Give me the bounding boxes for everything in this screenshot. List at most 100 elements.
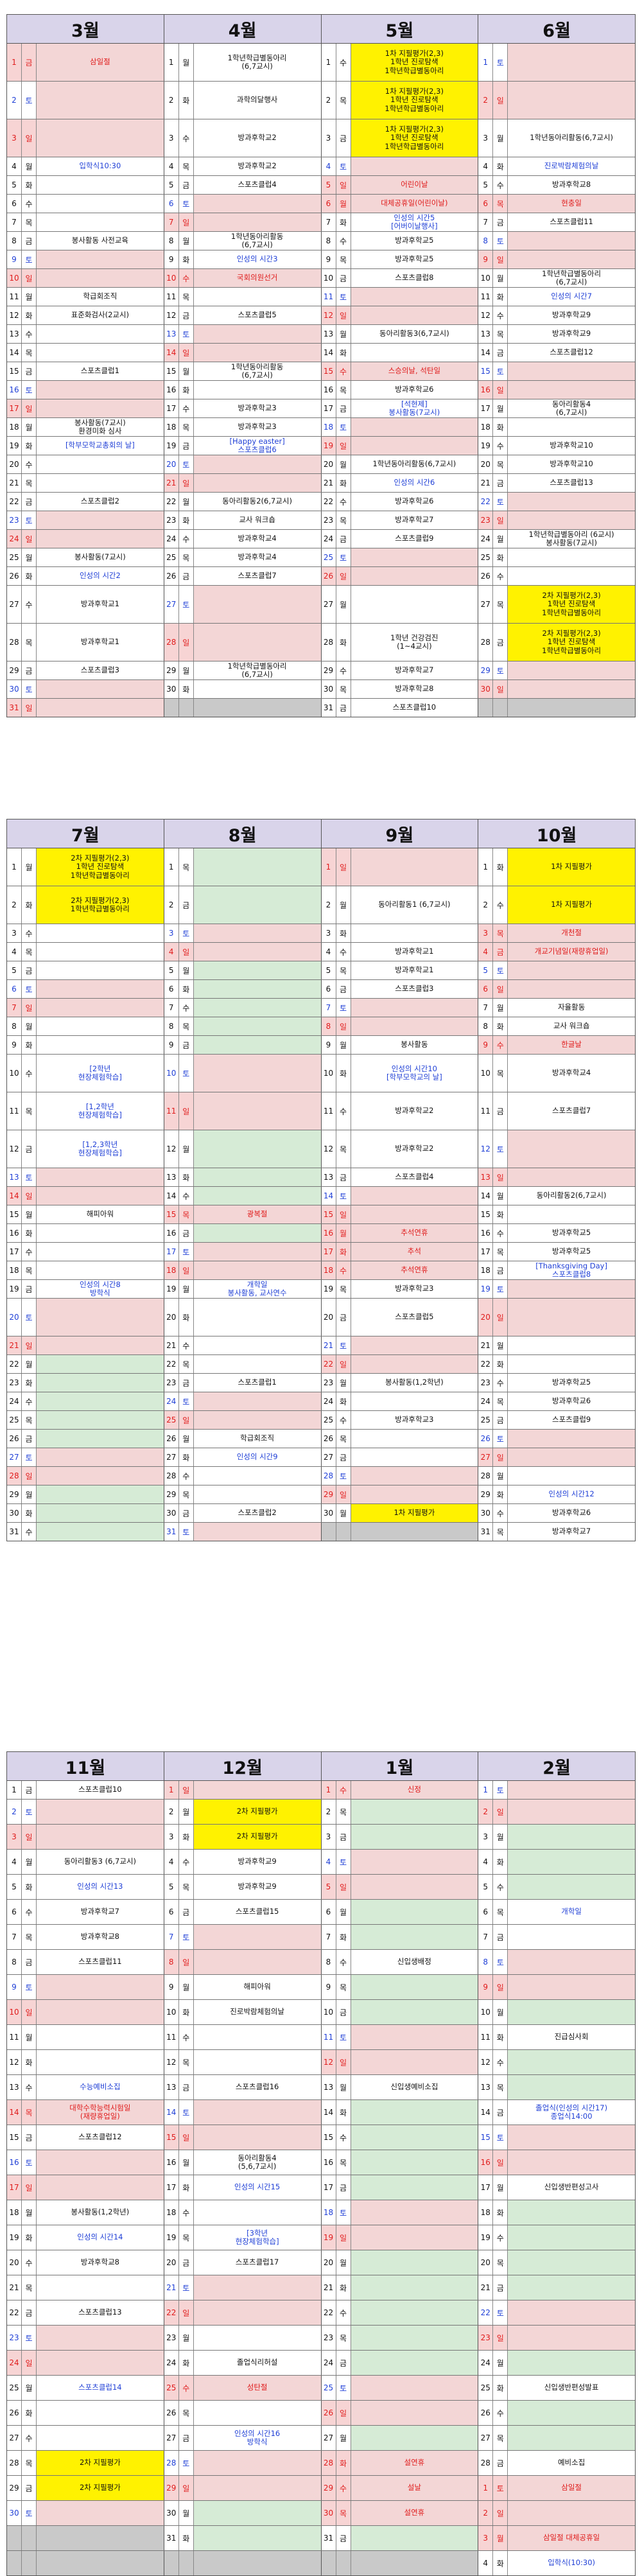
event-text	[37, 511, 164, 529]
event-text: 신입생배정	[397, 1957, 431, 1967]
day-cell: 23 목	[322, 2326, 479, 2350]
weekday: 토	[493, 493, 508, 511]
weekday: 일	[178, 943, 194, 961]
weekday: 목	[336, 2326, 351, 2350]
day-number: 21	[478, 1336, 494, 1354]
weekday: 화	[179, 1299, 194, 1336]
event-text	[37, 2426, 164, 2450]
weekday: 목	[336, 82, 351, 119]
event-text: 입학식10:30	[79, 161, 121, 171]
day-cell: 23 금 스포츠클럽1	[164, 1374, 322, 1392]
event-text: 2차 지필평가	[193, 1825, 321, 1849]
calendar-row: 2 토 2 월 2차 지필평가 2 목 2 일	[7, 1800, 635, 1825]
weekday: 토	[493, 662, 508, 679]
calendar-row: 8 금 스포츠클럽11 8 일 8 수 신입생배정 8 토	[7, 1950, 635, 1975]
day-number: 2	[164, 82, 179, 119]
day-cell: 29 수 방과후학교7	[322, 662, 479, 679]
event-text	[37, 1467, 164, 1485]
event-text	[508, 1800, 635, 1824]
day-number: 19	[478, 2225, 494, 2250]
calendar-row: 30 토 30 화 30 목 방과후학교8 30 일	[7, 680, 635, 699]
day-number: 17	[322, 2175, 336, 2200]
day-number: 3	[322, 119, 336, 157]
event-text: 인성의 시간7	[551, 292, 593, 301]
event-text	[351, 548, 478, 566]
weekday: 목	[179, 2050, 194, 2074]
day-number: 20	[164, 1299, 179, 1336]
day-cell: 11 토	[321, 2025, 479, 2049]
day-cell: 17 금 [석현제] 봉사활동(7교시)	[322, 399, 479, 417]
event-text	[508, 662, 635, 679]
day-cell: 22 토	[478, 2300, 635, 2325]
weekday: 일	[22, 269, 37, 287]
event-text: 동아리활동4 (6,7교시)	[552, 399, 591, 417]
day-cell: 15 수 스승의날, 석탄일	[321, 362, 479, 380]
weekday: 토	[493, 1781, 508, 1799]
event-text	[508, 1467, 635, 1485]
day-cell: 31 토	[164, 1523, 322, 1541]
weekday: 금	[336, 2000, 351, 2024]
day-cell: 4 화 입학식(10:30)	[478, 2551, 635, 2575]
event-text: 개교기념일(재량휴업일)	[508, 943, 635, 961]
day-number: 8	[478, 232, 494, 250]
event-text: 봉사활동 사전교육	[71, 236, 129, 245]
weekday: 수	[493, 437, 508, 455]
event-text	[193, 2275, 321, 2300]
event-text	[351, 2200, 478, 2225]
day-number: 1	[321, 1781, 336, 1799]
weekday: 일	[178, 344, 194, 362]
event-text	[351, 2175, 478, 2200]
day-cell: 4 월 동아리활동3 (6,7교시)	[7, 1850, 164, 1874]
event-text	[37, 325, 164, 343]
day-number: 18	[478, 418, 494, 436]
event-text: 삼일절 대체공휴일	[508, 2526, 635, 2550]
day-cell: 10 월	[478, 2000, 635, 2024]
day-cell: 11 목 [1,2학년 현장체험학습]	[7, 1092, 164, 1130]
weekday: 수	[336, 493, 351, 511]
day-cell: 3 월 1학년동아리활동(6,7교시)	[478, 119, 635, 157]
event-text	[508, 1448, 635, 1466]
weekday: 금	[336, 2526, 351, 2550]
day-number: 2	[478, 82, 494, 119]
day-number: 21	[164, 1336, 179, 1354]
day-number: 3	[478, 119, 494, 157]
event-text: 해피아워	[86, 1209, 114, 1219]
event-text: 방과후학교5	[552, 1247, 591, 1256]
day-cell: 22 금 스포츠클럽13	[7, 2300, 164, 2325]
weekday: 금	[179, 1900, 194, 1924]
day-number: 17	[322, 399, 336, 417]
day-cell: 14 토	[321, 1187, 479, 1205]
weekday: 수	[336, 2300, 351, 2325]
weekday: 일	[493, 250, 508, 268]
day-number: 17	[478, 2175, 494, 2200]
weekday	[22, 2551, 37, 2575]
weekday: 금	[22, 1430, 37, 1448]
calendar-row: 15 월 해피아워 15 목 광복절 15 일 15 화	[7, 1205, 635, 1224]
day-cell: 26 일	[321, 2401, 479, 2425]
day-number: 21	[164, 2275, 179, 2300]
event-text: 방과후학교10	[550, 459, 593, 469]
day-cell: 19 목 [3학년 현장체험학습]	[164, 2225, 322, 2250]
day-number: 27	[322, 2426, 336, 2450]
weekday: 일	[22, 1825, 37, 1849]
day-cell: 27 일	[478, 1448, 635, 1466]
weekday: 월	[179, 2501, 194, 2525]
day-number: 6	[164, 980, 179, 998]
day-cell: 11 일	[164, 1092, 322, 1130]
weekday: 토	[22, 82, 37, 119]
event-text	[351, 2250, 478, 2275]
day-number: 10	[322, 269, 336, 287]
day-number: 30	[321, 2501, 336, 2525]
weekday: 토	[336, 157, 351, 175]
day-number: 13	[7, 1168, 22, 1186]
day-cell: 18 토	[321, 418, 479, 436]
day-cell: 19 수	[478, 2225, 635, 2250]
event-text	[193, 1925, 321, 1949]
weekday: 금	[493, 2100, 508, 2125]
day-number: 20	[322, 1299, 336, 1336]
day-cell: 15 금 스포츠클럽12	[7, 2125, 164, 2150]
